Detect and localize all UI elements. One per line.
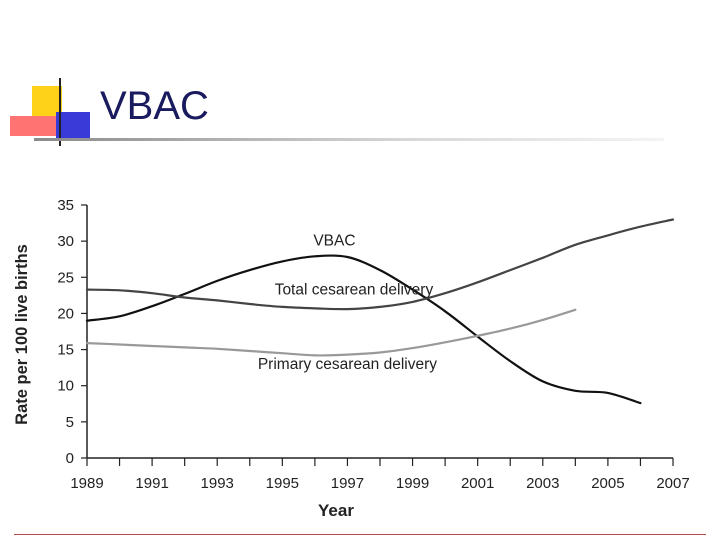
y-tick-label: 20 (57, 305, 74, 322)
logo-yellow-square (32, 86, 62, 116)
x-tick-label: 1997 (331, 475, 364, 492)
y-tick-label: 10 (57, 378, 74, 395)
x-tick-label: 1995 (266, 475, 299, 492)
x-tick-label: 2003 (526, 475, 559, 492)
logo-red-bar (10, 116, 56, 136)
chart-labels: VBAC Total cesarean delivery Primary cesar… (258, 232, 437, 373)
slide-logo (10, 78, 90, 146)
y-tick-label: 30 (57, 233, 74, 250)
y-tick-label: 5 (66, 414, 74, 431)
primary-cesarean-series-line (85, 308, 577, 357)
slide-title: VBAC (100, 84, 209, 128)
x-tick-label: 1999 (396, 475, 429, 492)
x-tick-label: 1991 (135, 475, 168, 492)
x-tick-label: 1993 (201, 475, 234, 492)
vbac-series-line (85, 254, 642, 405)
x-tick-label: 1989 (70, 475, 103, 492)
chart-series (85, 218, 675, 405)
rates-line-chart: 0 5 10 15 20 25 30 35 1989 1991 1993 1995 1997 1999 20… (13, 197, 690, 520)
y-tick-label: 0 (66, 450, 74, 467)
footer-divider (14, 534, 706, 535)
y-tick-label: 35 (57, 197, 74, 214)
y-tick-label: 25 (57, 269, 74, 286)
total-cesarean-annotation: Total cesarean delivery (275, 282, 434, 299)
chart-axes: 0 5 10 15 20 25 30 35 1989 1991 1993 1995 1997 1999 20… (13, 197, 690, 520)
x-tick-label: 2001 (461, 475, 494, 492)
x-axis-title: Year (318, 501, 354, 520)
primary-cesarean-annotation: Primary cesarean delivery (258, 356, 437, 373)
total-cesarean-series-line (85, 218, 675, 311)
vbac-annotation: VBAC (313, 232, 355, 249)
title-divider (34, 138, 664, 141)
x-tick-label: 2007 (656, 475, 689, 492)
y-axis-title: Rate per 100 live births (13, 244, 31, 425)
x-tick-label: 2005 (591, 475, 624, 492)
y-tick-label: 15 (57, 342, 74, 359)
logo-blue-square (56, 112, 90, 140)
